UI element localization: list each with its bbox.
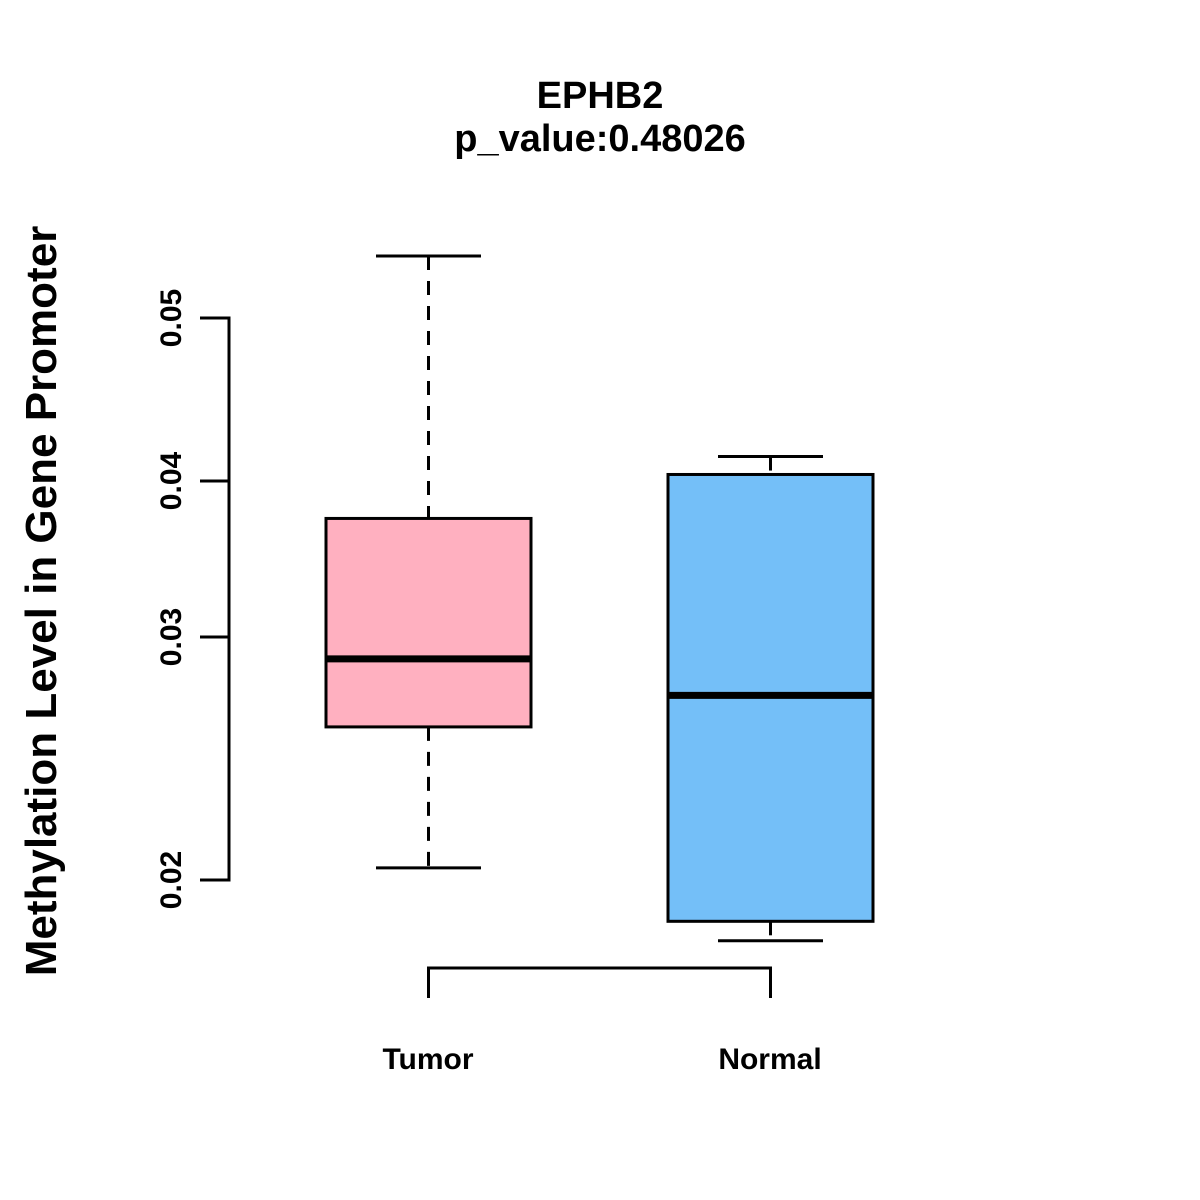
tumor-box <box>324 516 533 729</box>
x-tick-label-normal: Normal <box>718 1043 822 1076</box>
x-tick-label-tumor: Tumor <box>382 1043 474 1076</box>
chart-subtitle-pvalue: p_value:0.48026 <box>454 118 746 160</box>
chart-title: EPHB2 <box>536 75 664 117</box>
